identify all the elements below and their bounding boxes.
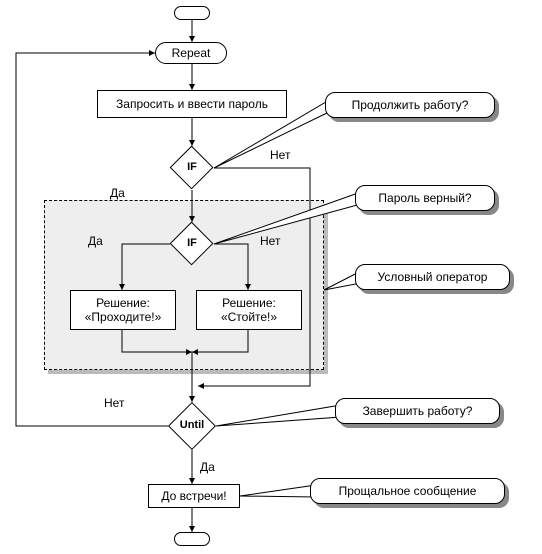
callout-finish-label: Завершить работу?: [363, 404, 473, 418]
pass-process: Решение: «Проходите!»: [70, 290, 176, 330]
bye-process: До встречи!: [148, 484, 240, 508]
callout-conditional: Условный оператор: [355, 264, 510, 290]
edge-label-no2: Нет: [260, 234, 280, 248]
edge-label-no3: Нет: [104, 396, 124, 410]
edge-label-yes3: Да: [200, 460, 215, 474]
callout-continue: Продолжить работу?: [325, 92, 495, 118]
edge-label-yes2: Да: [88, 234, 103, 248]
stop-label: Решение: «Стойте!»: [221, 296, 277, 324]
callout-password-label: Пароль верный?: [378, 191, 471, 205]
until-decision: [168, 402, 216, 450]
pass-label: Решение: «Проходите!»: [85, 296, 162, 324]
callout-finish: Завершить работу?: [335, 398, 500, 424]
end-terminator: [174, 532, 210, 546]
edge-label-yes1: Да: [110, 186, 125, 200]
conditional-region: [44, 200, 324, 370]
callout-conditional-label: Условный оператор: [378, 270, 488, 284]
stop-process: Решение: «Стойте!»: [196, 290, 302, 330]
repeat-label: Repeat: [172, 46, 211, 60]
start-terminator: [174, 6, 210, 20]
callout-password: Пароль верный?: [355, 185, 495, 211]
callout-farewell: Прощальное сообщение: [310, 478, 505, 504]
if1-decision: [170, 146, 214, 190]
bye-label: До встречи!: [161, 489, 226, 503]
flowchart-canvas: Repeat Запросить и ввести пароль IF IF Р…: [0, 0, 542, 554]
input-label: Запросить и ввести пароль: [116, 97, 268, 111]
callout-farewell-label: Прощальное сообщение: [339, 484, 477, 498]
edge-label-no1: Нет: [270, 148, 290, 162]
callout-continue-label: Продолжить работу?: [352, 98, 469, 112]
repeat-loop: Repeat: [155, 42, 227, 64]
input-process: Запросить и ввести пароль: [97, 90, 287, 118]
